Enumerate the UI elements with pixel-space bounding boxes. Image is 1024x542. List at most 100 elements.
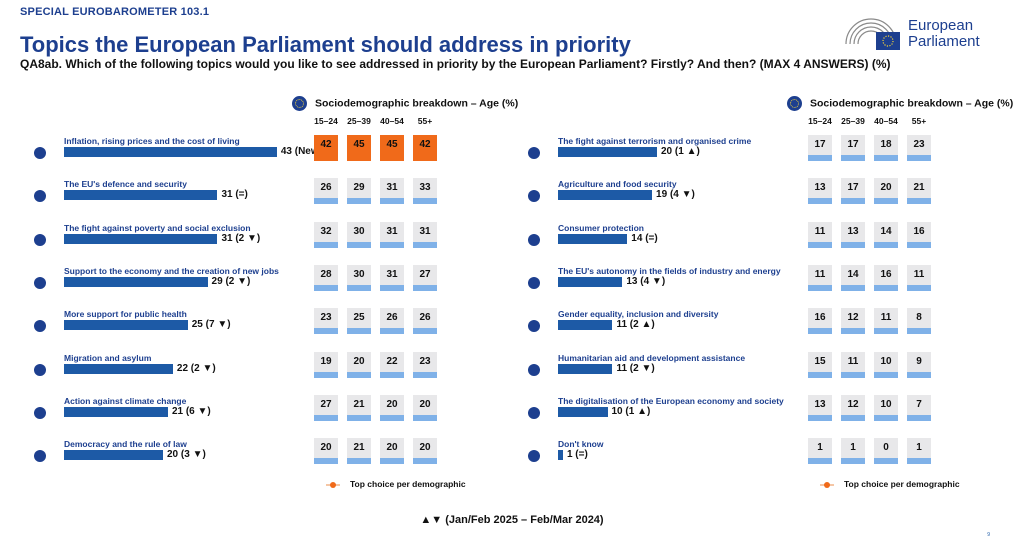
topic-label: The fight against poverty and social exc… [64, 222, 251, 233]
age-value-strip [314, 328, 338, 335]
age-value-cell: 8 [907, 308, 931, 335]
topic-value-label: 14 (=) [631, 232, 658, 244]
age-group-header: 25–39 [841, 116, 865, 126]
topic-bar [558, 363, 613, 374]
topic-bar [64, 320, 188, 331]
logo-line-2: Parliament [908, 33, 980, 50]
topic-value-label: 11 (2 ▲) [616, 319, 655, 331]
age-value-strip [380, 284, 404, 291]
age-value-label: 21 [353, 442, 365, 454]
age-value-label: 20 [386, 398, 398, 410]
logo-wordmark: European Parliament [908, 18, 980, 50]
row-bullet-icon [528, 320, 540, 333]
age-value-label: 27 [419, 268, 431, 280]
age-value-label: 45 [386, 139, 398, 150]
topic-value-label: 22 (2 ▼) [176, 362, 216, 374]
panel-heading-text: Sociodemographic breakdown – Age (%) [810, 97, 1014, 110]
age-value-strip [413, 371, 437, 378]
age-value-label: 26 [386, 312, 398, 324]
age-value-label: 17 [847, 139, 859, 150]
topic-value-label: 29 (2 ▼) [211, 275, 251, 287]
age-value-cell: 1 [841, 438, 865, 465]
age-value-strip [413, 458, 437, 465]
age-value-label: 23 [913, 139, 925, 150]
age-value-strip [907, 155, 931, 161]
age-value-cell: 20 [413, 394, 437, 421]
age-value-label: 20 [386, 442, 398, 454]
age-value-strip [413, 328, 437, 335]
age-value-strip [874, 241, 898, 248]
top-choice-swatch [326, 481, 340, 488]
age-group-header: 15–24 [314, 116, 338, 126]
topic-value-label: 10 (1 ▲) [611, 405, 651, 417]
age-value-strip [808, 328, 832, 335]
age-value-cell: 11 [841, 351, 865, 378]
row-bullet-icon [528, 450, 540, 463]
logo-line-1: European [908, 17, 974, 34]
age-value-cell: 12 [841, 394, 865, 421]
eu-flag-icon [787, 96, 802, 111]
age-value-strip [907, 458, 931, 465]
age-value-cell: 19 [314, 351, 338, 378]
age-value-cell: 31 [380, 264, 404, 291]
age-value-label: 13 [814, 182, 826, 194]
age-value-label: 1 [850, 442, 856, 454]
legend-label: Top choice per demographic [844, 479, 960, 489]
age-value-label: 33 [419, 182, 431, 194]
row-bullet-icon [528, 363, 540, 376]
age-value-strip [413, 155, 437, 161]
age-value-label: 45 [353, 139, 365, 150]
age-value-strip [380, 414, 404, 421]
age-value-cell: 42 [314, 135, 338, 161]
age-value-strip [347, 198, 371, 205]
age-value-cell: 28 [314, 264, 338, 291]
age-value-cell: 30 [347, 221, 371, 248]
age-value-cell: 31 [413, 221, 437, 248]
age-value-cell: 9 [907, 351, 931, 378]
topic-value-label: 13 (4 ▼) [626, 275, 666, 287]
age-value-cell: 11 [907, 264, 931, 291]
topic-bar [558, 450, 563, 461]
topic-label: The EU's defence and security [64, 179, 187, 190]
topic-value-label: 31 (2 ▼) [221, 232, 261, 244]
age-value-strip [808, 414, 832, 421]
legend-label: Top choice per demographic [350, 479, 466, 489]
age-value-strip [413, 284, 437, 291]
age-group-header: 40–54 [380, 116, 404, 126]
age-value-label: 9 [916, 355, 922, 367]
age-value-cell: 13 [841, 221, 865, 248]
age-value-cell: 15 [808, 351, 832, 378]
topic-value-label: 19 (4 ▼) [656, 189, 695, 201]
row-bullet-icon [34, 450, 46, 463]
age-value-label: 14 [847, 268, 859, 280]
topic-label: Action against climate change [64, 395, 187, 406]
age-value-strip [841, 155, 865, 161]
age-group-header: 40–54 [874, 116, 898, 126]
age-value-label: 16 [880, 268, 892, 280]
age-value-strip [347, 414, 371, 421]
age-value-label: 1 [916, 442, 922, 454]
age-value-label: 15 [814, 355, 826, 367]
age-value-strip [314, 284, 338, 291]
age-value-label: 13 [814, 398, 826, 410]
panel-heading-left: Sociodemographic breakdown – Age (%) [292, 96, 518, 111]
page-title: Topics the European Parliament should ad… [20, 32, 631, 57]
age-value-cell: 16 [907, 221, 931, 248]
age-value-label: 8 [916, 312, 922, 324]
age-value-label: 22 [386, 355, 398, 367]
age-value-label: 25 [353, 312, 365, 324]
age-value-label: 31 [386, 182, 398, 194]
topic-value-label: 20 (1 ▲) [661, 146, 700, 157]
age-value-strip [380, 198, 404, 205]
age-value-strip [314, 198, 338, 205]
age-value-label: 28 [320, 268, 332, 280]
age-value-label: 19 [320, 355, 332, 367]
age-value-label: 12 [847, 398, 859, 410]
age-value-strip [907, 284, 931, 291]
age-value-strip [874, 284, 898, 291]
age-value-label: 31 [386, 225, 398, 237]
age-value-label: 7 [916, 398, 922, 410]
topic-label: Consumer protection [558, 222, 644, 233]
age-value-cell: 13 [808, 394, 832, 421]
age-value-strip [347, 155, 371, 161]
